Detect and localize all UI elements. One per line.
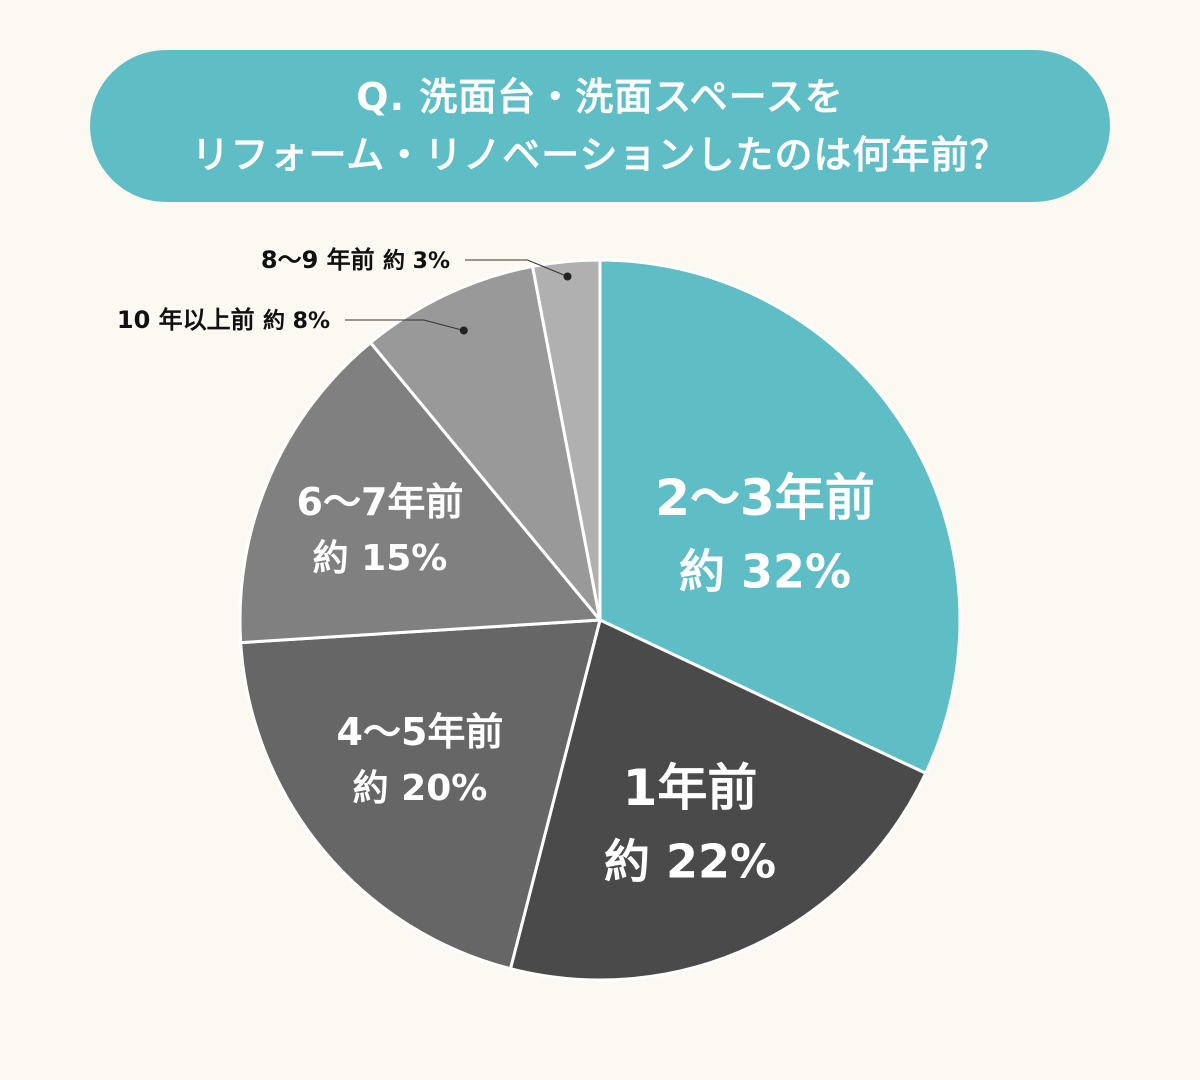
callout-category: 8〜9 年前 bbox=[261, 246, 383, 274]
title-banner: Q. 洗面台・洗面スペースを リフォーム・リノベーションしたのは何年前？ bbox=[90, 50, 1110, 202]
pie-slice bbox=[508, 617, 928, 982]
pie-slice bbox=[530, 258, 602, 621]
slice-value-label: 約 22% bbox=[604, 835, 776, 889]
pie-slice bbox=[239, 618, 602, 971]
leader-line bbox=[465, 259, 568, 277]
callout-category: 10 年以上前 bbox=[117, 306, 263, 334]
title-line-2: リフォーム・リノベーションしたのは何年前？ bbox=[191, 133, 1009, 177]
slice-category-label: 6〜7年前 bbox=[297, 480, 464, 524]
slice-category-label: 2〜3年前 bbox=[655, 469, 875, 527]
slice-category-label: 4〜5年前 bbox=[337, 710, 504, 754]
callout-value: 約 3% bbox=[383, 248, 450, 274]
pie-slice bbox=[598, 258, 962, 776]
slice-value-label: 約 32% bbox=[679, 545, 851, 599]
leader-line bbox=[345, 319, 464, 331]
leader-dot bbox=[563, 272, 572, 281]
slice-callout-label: 8〜9 年前 約 3% bbox=[261, 246, 450, 274]
slice-category-label: 1年前 bbox=[623, 759, 758, 817]
slice-value-label: 約 20% bbox=[353, 768, 488, 809]
callout-value: 約 8% bbox=[263, 308, 330, 334]
leader-dot bbox=[459, 326, 468, 335]
slice-callout-label: 10 年以上前 約 8% bbox=[117, 306, 330, 334]
pie-slice bbox=[238, 340, 604, 645]
pie-slice bbox=[368, 264, 602, 621]
slice-value-label: 約 15% bbox=[313, 538, 448, 579]
title-line-1: Q. 洗面台・洗面スペースを bbox=[356, 75, 844, 119]
